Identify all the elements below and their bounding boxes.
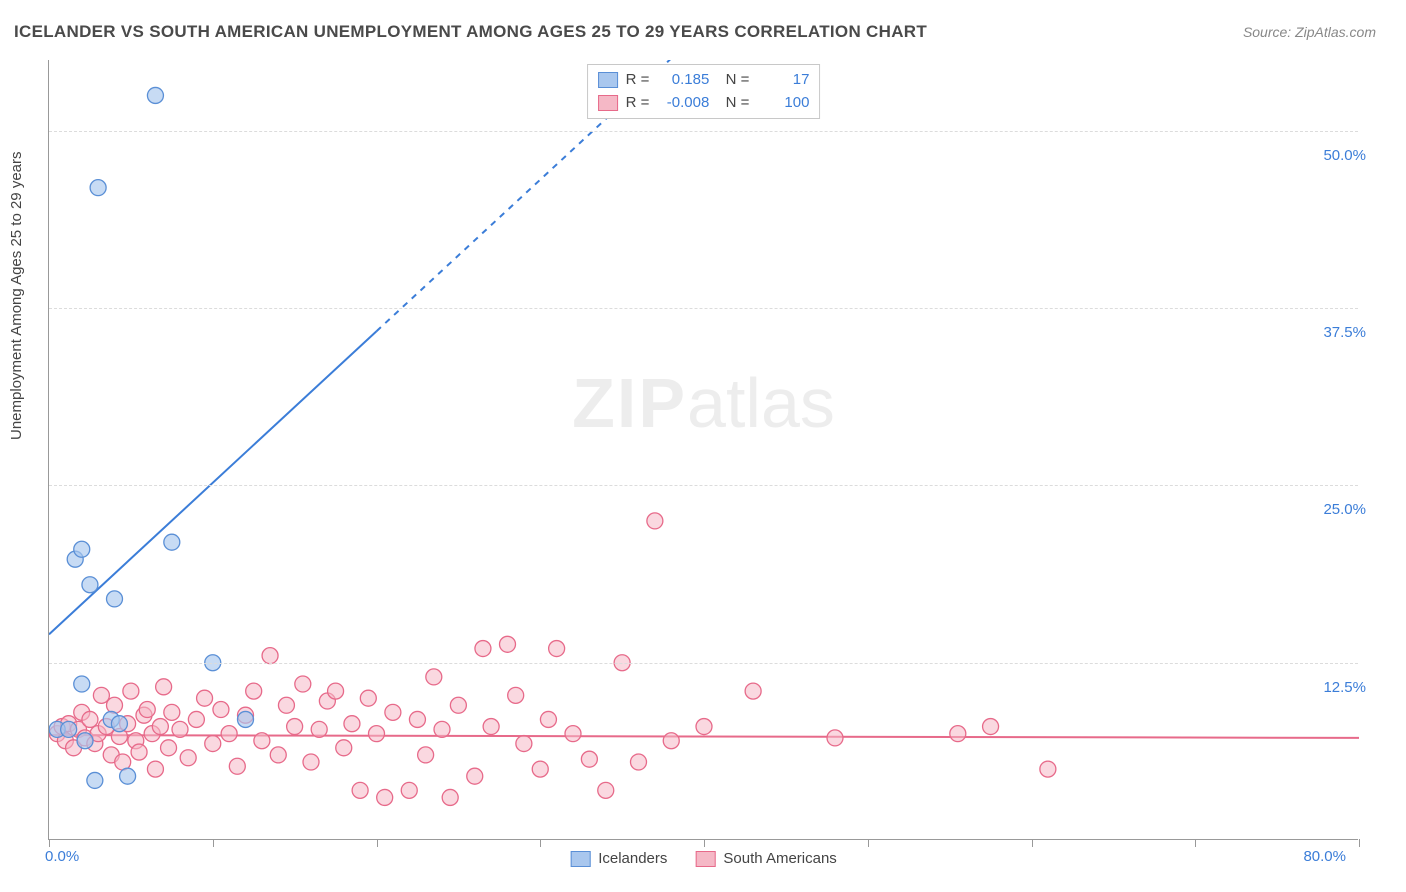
y-tick-label: 12.5% <box>1323 679 1366 696</box>
chart-title: ICELANDER VS SOUTH AMERICAN UNEMPLOYMENT… <box>14 22 927 42</box>
x-tick <box>377 839 378 847</box>
stats-r-southamericans: -0.008 <box>657 92 709 115</box>
stats-swatch-southamericans <box>598 95 618 111</box>
legend-swatch-southamericans <box>695 851 715 867</box>
stats-label-r: R = <box>626 92 650 115</box>
gridline <box>49 485 1358 486</box>
y-tick-label: 50.0% <box>1323 147 1366 164</box>
gridline <box>49 131 1358 132</box>
stats-r-icelanders: 0.185 <box>657 69 709 92</box>
x-tick <box>1032 839 1033 847</box>
plot-container: ZIPatlas R = 0.185 N = 17 R = -0.008 N =… <box>48 60 1358 840</box>
stats-label-n: N = <box>717 92 749 115</box>
legend-item-icelanders: Icelanders <box>570 850 667 867</box>
legend-label-icelanders: Icelanders <box>598 850 667 867</box>
legend-item-southamericans: South Americans <box>695 850 836 867</box>
stats-label-r: R = <box>626 69 650 92</box>
watermark: ZIPatlas <box>572 363 835 443</box>
x-tick <box>1195 839 1196 847</box>
legend-bottom: Icelanders South Americans <box>570 850 837 867</box>
stats-row-southamericans: R = -0.008 N = 100 <box>598 92 810 115</box>
plot-area: ZIPatlas R = 0.185 N = 17 R = -0.008 N =… <box>48 60 1358 840</box>
legend-label-southamericans: South Americans <box>723 850 836 867</box>
x-tick <box>540 839 541 847</box>
gridline <box>49 308 1358 309</box>
x-tick <box>868 839 869 847</box>
watermark-bold: ZIP <box>572 364 687 442</box>
stats-label-n: N = <box>717 69 749 92</box>
stats-row-icelanders: R = 0.185 N = 17 <box>598 69 810 92</box>
y-tick-label: 25.0% <box>1323 501 1366 518</box>
stats-n-icelanders: 17 <box>757 69 809 92</box>
y-axis-label: Unemployment Among Ages 25 to 29 years <box>8 151 25 440</box>
gridline <box>49 663 1358 664</box>
x-tick <box>704 839 705 847</box>
x-tick <box>49 839 50 847</box>
legend-swatch-icelanders <box>570 851 590 867</box>
stats-legend: R = 0.185 N = 17 R = -0.008 N = 100 <box>587 64 821 119</box>
x-tick <box>213 839 214 847</box>
x-tick <box>1359 839 1360 847</box>
x-label-max: 80.0% <box>1303 848 1346 865</box>
y-tick-label: 37.5% <box>1323 324 1366 341</box>
watermark-rest: atlas <box>687 364 835 442</box>
stats-n-southamericans: 100 <box>757 92 809 115</box>
stats-swatch-icelanders <box>598 72 618 88</box>
source-label: Source: ZipAtlas.com <box>1243 24 1376 40</box>
chart-svg <box>49 60 1359 840</box>
x-label-min: 0.0% <box>45 848 79 865</box>
